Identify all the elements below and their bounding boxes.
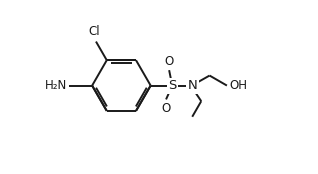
Text: Cl: Cl bbox=[89, 25, 100, 38]
Text: O: O bbox=[162, 102, 171, 115]
Text: H₂N: H₂N bbox=[45, 79, 67, 92]
Text: S: S bbox=[168, 79, 176, 92]
Text: OH: OH bbox=[229, 79, 247, 92]
Text: O: O bbox=[164, 55, 174, 68]
Text: N: N bbox=[187, 79, 197, 92]
